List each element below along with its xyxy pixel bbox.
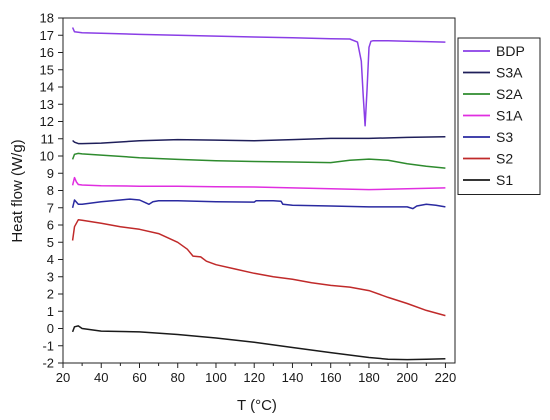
y-tick-label: 17	[40, 28, 54, 43]
y-tick-label: -2	[42, 356, 54, 371]
x-tick-label: 80	[170, 370, 184, 385]
series-line-s1	[71, 325, 446, 361]
y-tick-label: 1	[47, 304, 54, 319]
y-axis-label: Heat flow (W/g)	[9, 139, 26, 242]
x-tick-label: 180	[358, 370, 380, 385]
y-tick-label: 6	[47, 218, 54, 233]
y-tick-label: 2	[47, 287, 54, 302]
series-line-s2a	[71, 152, 446, 169]
y-tick-label: 18	[40, 11, 54, 26]
series-line-s3a	[72, 135, 446, 145]
axes: 20 40 60 80 100 120 140 160 180 200 220-2-10123456…	[40, 11, 457, 386]
legend-label: S1	[496, 172, 513, 188]
y-tick-label: -1	[42, 338, 54, 353]
legend-label: S2	[496, 151, 513, 167]
x-tick-label: 20	[56, 370, 70, 385]
y-tick-label: 14	[40, 80, 54, 95]
y-tick-label: 16	[40, 45, 54, 60]
x-tick-label: 60	[132, 370, 146, 385]
y-tick-label: 15	[40, 62, 54, 77]
legend-label: S2A	[496, 86, 523, 102]
series-line-s2	[71, 219, 446, 317]
series-layer	[71, 27, 446, 361]
x-axis-label: T (°C)	[237, 397, 277, 414]
x-tick-label: 120	[243, 370, 265, 385]
y-tick-label: 13	[40, 97, 54, 112]
legend-label: BDP	[496, 43, 525, 59]
y-tick-label: 9	[47, 166, 54, 181]
legend-label: S3	[496, 129, 513, 145]
y-tick-label: 10	[40, 149, 54, 164]
legend-label: S1A	[496, 108, 523, 124]
x-tick-label: 200	[396, 370, 418, 385]
y-tick-label: 8	[47, 183, 54, 198]
y-tick-label: 11	[41, 131, 55, 146]
series-line-bdp	[71, 27, 446, 127]
x-tick-label: 220	[435, 370, 457, 385]
series-line-s1a	[71, 176, 446, 191]
x-tick-label: 100	[205, 370, 227, 385]
y-tick-label: 4	[47, 252, 54, 267]
legend: BDP S3A S2A S1A S3 S2 S1	[457, 37, 541, 195]
y-tick-label: 5	[47, 235, 54, 250]
legend-label: S3A	[496, 65, 523, 81]
y-tick-label: 3	[47, 269, 54, 284]
plot-frame	[62, 17, 456, 364]
y-tick-label: 7	[47, 200, 54, 215]
series-line-s3	[71, 198, 446, 210]
x-tick-label: 40	[94, 370, 108, 385]
x-tick-label: 160	[320, 370, 342, 385]
y-tick-label: 12	[40, 114, 54, 129]
y-tick-label: 0	[47, 321, 54, 336]
x-tick-label: 140	[282, 370, 304, 385]
